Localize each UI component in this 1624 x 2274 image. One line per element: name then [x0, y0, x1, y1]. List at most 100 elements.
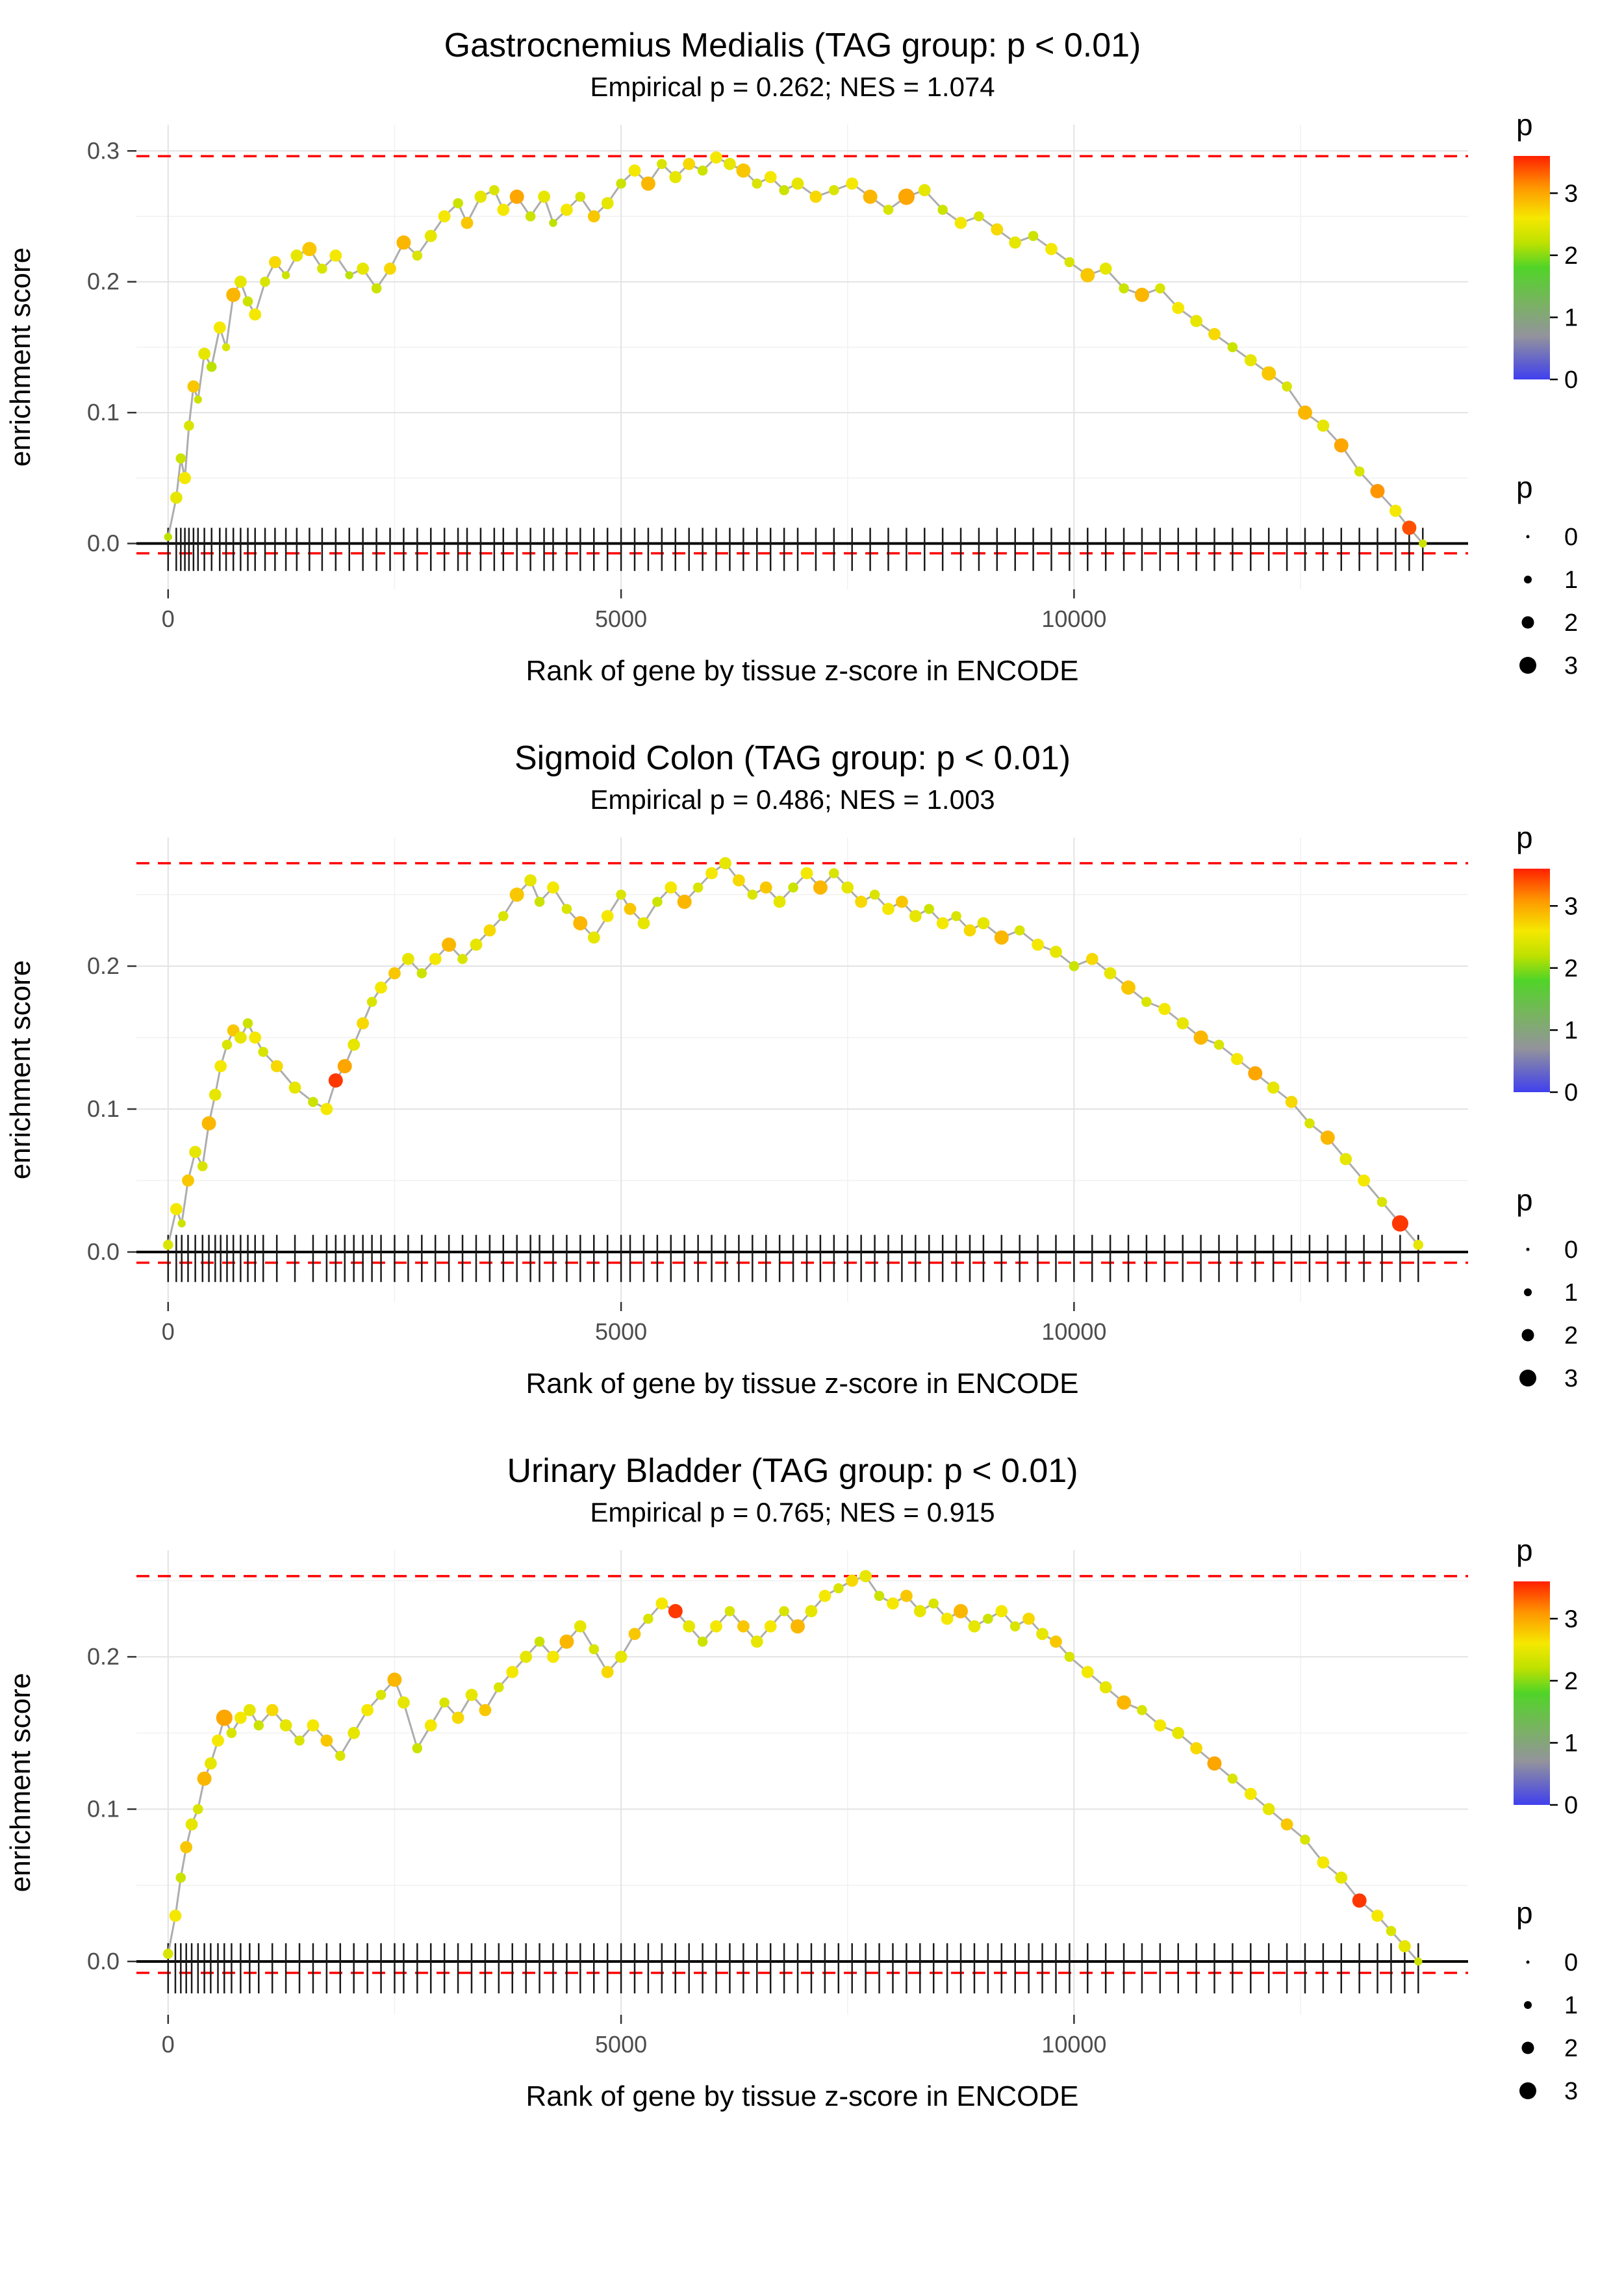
data-point: [813, 880, 828, 895]
data-point: [461, 216, 474, 229]
data-point: [479, 1704, 492, 1717]
svg-text:10000: 10000: [1041, 2031, 1106, 2058]
data-point: [683, 158, 696, 170]
data-point: [197, 1771, 212, 1786]
data-point: [1207, 1756, 1222, 1771]
data-point: [1119, 283, 1129, 294]
svg-text:0.2: 0.2: [87, 268, 120, 295]
data-point: [1244, 354, 1257, 366]
colorbar: [1514, 869, 1550, 1092]
data-point: [764, 1620, 777, 1633]
data-point: [398, 1696, 410, 1709]
data-point: [1285, 1095, 1298, 1108]
data-point: [1358, 1174, 1371, 1187]
data-point: [205, 1757, 217, 1770]
data-point: [665, 881, 678, 894]
data-point: [266, 1704, 279, 1717]
data-point: [412, 1743, 423, 1754]
data-point: [1099, 262, 1112, 275]
data-point: [209, 1088, 222, 1101]
data-point: [737, 1620, 750, 1633]
data-point: [974, 211, 984, 222]
data-point: [655, 1597, 668, 1610]
svg-text:2: 2: [1564, 2035, 1578, 2062]
x-axis-label: Rank of gene by tissue z-score in ENCODE: [526, 1368, 1078, 1399]
data-point: [779, 1606, 789, 1616]
data-point: [429, 952, 442, 965]
data-point: [601, 910, 614, 923]
svg-text:1: 1: [1564, 304, 1578, 331]
data-point: [1117, 1695, 1132, 1710]
data-point: [859, 1570, 872, 1583]
data-point: [185, 1818, 198, 1831]
data-point: [348, 1726, 361, 1739]
data-point: [1104, 967, 1117, 980]
data-point: [1081, 1666, 1094, 1678]
panel-subtitle: Empirical p = 0.262; NES = 1.074: [590, 71, 995, 102]
data-point: [918, 184, 931, 197]
data-point: [216, 1709, 233, 1726]
data-point: [587, 210, 600, 223]
data-point: [616, 178, 626, 189]
data-point: [1080, 268, 1095, 283]
data-point: [194, 395, 202, 404]
data-point: [1413, 1240, 1424, 1250]
data-point: [750, 1635, 763, 1648]
data-point: [641, 176, 655, 191]
data-point: [494, 1682, 504, 1693]
svg-text:0.1: 0.1: [87, 399, 120, 426]
svg-text:10000: 10000: [1041, 1318, 1106, 1345]
data-point: [384, 262, 396, 275]
data-point: [457, 954, 468, 964]
gene-rug: [167, 1234, 1419, 1283]
data-point: [561, 203, 573, 216]
page-title: Sigmoid Colon (TAG group: p < 0.01): [514, 739, 1071, 777]
data-point: [898, 188, 915, 205]
data-point: [616, 889, 626, 900]
data-point: [710, 1620, 722, 1633]
data-point: [1386, 1926, 1397, 1936]
data-point: [887, 1597, 899, 1610]
svg-text:0: 0: [162, 606, 175, 632]
data-point: [1099, 1681, 1112, 1694]
enrichment-curve: [162, 1570, 1423, 1966]
svg-text:0.0: 0.0: [87, 1238, 120, 1265]
data-point: [302, 242, 317, 257]
data-point: [226, 287, 241, 302]
data-point: [538, 190, 550, 203]
data-point: [328, 1073, 343, 1088]
data-point: [1248, 1066, 1263, 1080]
data-point: [1320, 1131, 1335, 1145]
data-point: [412, 250, 423, 261]
data-point: [752, 178, 763, 189]
data-point: [1262, 366, 1276, 381]
data-point: [589, 1644, 600, 1655]
svg-text:0: 0: [1564, 1949, 1578, 1976]
data-point: [483, 924, 496, 937]
color-legend: p 3 2 1 0: [1514, 108, 1578, 394]
data-point: [657, 159, 667, 170]
data-point: [497, 203, 510, 216]
data-point: [317, 263, 327, 274]
gene-rug: [167, 1943, 1419, 1994]
axes: 0.0 0.1 0.2 0 5000 10000 Rank of gene by tissu…: [5, 952, 1106, 1399]
data-point: [498, 911, 509, 921]
data-point: [1282, 381, 1292, 392]
svg-text:3: 3: [1564, 1605, 1578, 1633]
data-point: [1137, 1705, 1147, 1715]
data-point: [697, 1636, 708, 1647]
data-point: [724, 158, 736, 170]
svg-text:0: 0: [162, 1318, 175, 1345]
data-point: [1419, 539, 1427, 548]
data-point: [281, 271, 290, 279]
data-point: [294, 1735, 305, 1746]
data-point: [547, 881, 559, 894]
svg-text:2: 2: [1564, 1668, 1578, 1695]
data-point: [575, 192, 586, 202]
data-point: [235, 275, 247, 288]
data-point: [829, 868, 839, 878]
svg-text:0.1: 0.1: [87, 1796, 120, 1822]
data-point: [242, 1018, 253, 1028]
data-point: [1371, 1910, 1384, 1922]
data-point: [574, 1620, 587, 1633]
